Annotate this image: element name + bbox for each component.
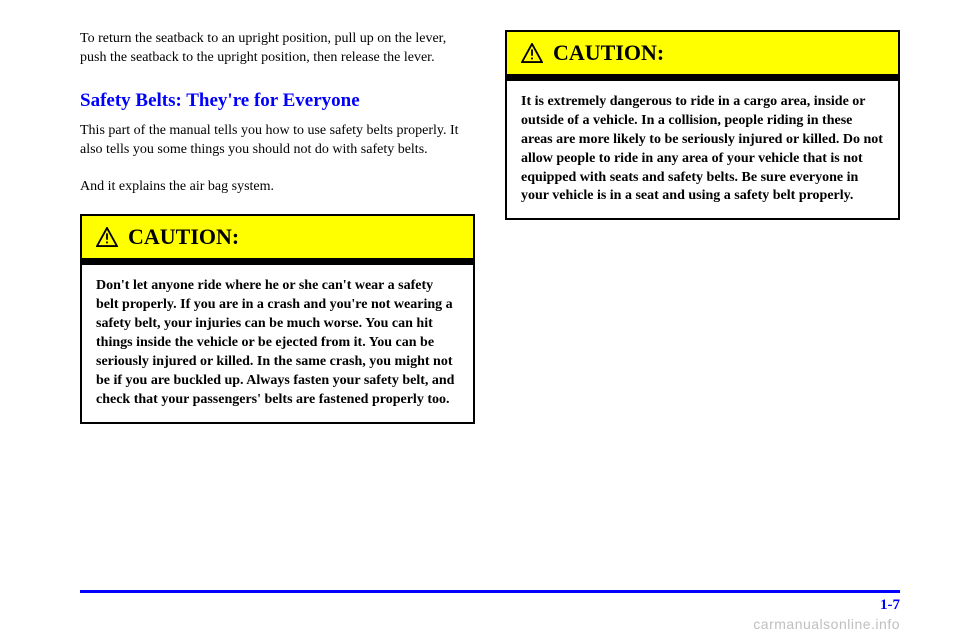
intro-paragraph: To return the seatback to an upright pos… (80, 30, 475, 68)
watermark-text: carmanualsonline.info (753, 616, 900, 632)
body-paragraph-2: And it explains the air bag system. (80, 178, 475, 197)
caution-body: It is extremely dangerous to ride in a c… (507, 75, 898, 218)
caution-text: Don't let anyone ride where he or she ca… (96, 277, 459, 409)
caution-box-right: CAUTION: It is extremely dangerous to ri… (505, 30, 900, 220)
page-number: 1-7 (80, 597, 900, 614)
caution-label: CAUTION: (128, 224, 239, 250)
right-column: CAUTION: It is extremely dangerous to ri… (505, 30, 900, 442)
manual-page: To return the seatback to an upright pos… (0, 0, 960, 442)
body-paragraph-1: This part of the manual tells you how to… (80, 122, 475, 160)
caution-text: It is extremely dangerous to ride in a c… (521, 93, 884, 206)
caution-header: CAUTION: (507, 32, 898, 75)
caution-box-left: CAUTION: Don't let anyone ride where he … (80, 214, 475, 423)
footer-rule (80, 590, 900, 593)
page-footer: 1-7 (80, 590, 900, 614)
caution-header: CAUTION: (82, 216, 473, 259)
left-column: To return the seatback to an upright pos… (80, 30, 475, 442)
warning-triangle-icon (96, 227, 118, 247)
warning-triangle-icon (521, 43, 543, 63)
caution-label: CAUTION: (553, 40, 664, 66)
section-heading: Safety Belts: They're for Everyone (80, 90, 475, 112)
caution-body: Don't let anyone ride where he or she ca… (82, 259, 473, 421)
